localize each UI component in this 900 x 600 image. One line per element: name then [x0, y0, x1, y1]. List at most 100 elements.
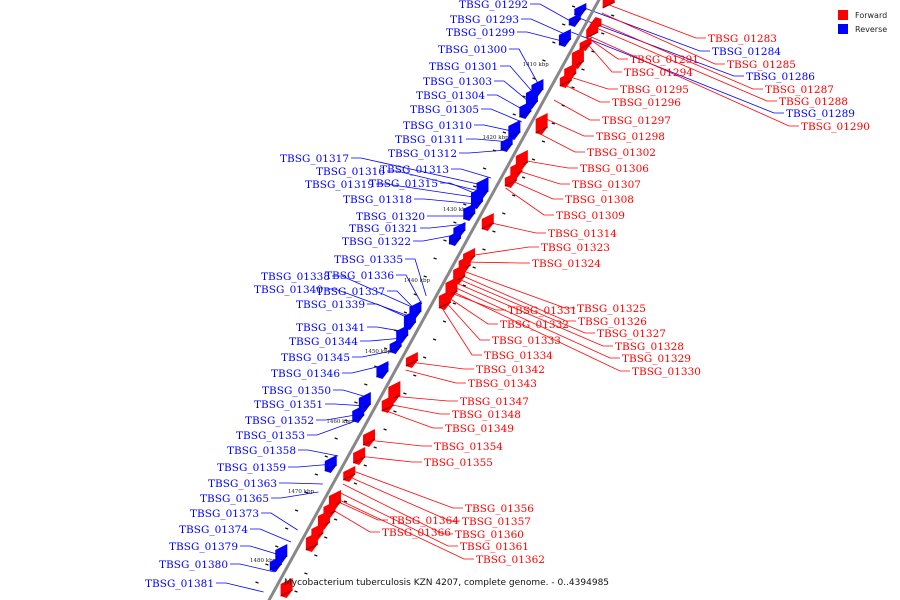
gene-label[interactable]: TBSG_01361 [460, 541, 529, 553]
gene-label[interactable]: TBSG_01300 [438, 44, 507, 56]
gene-label[interactable]: TBSG_01373 [190, 508, 259, 520]
forward-gene-feature[interactable] [481, 213, 494, 231]
forward-gene-feature[interactable] [586, 22, 599, 38]
gene-label[interactable]: TBSG_01321 [349, 223, 418, 235]
gene-label[interactable]: TBSG_01323 [541, 242, 610, 254]
gene-label[interactable]: TBSG_01289 [786, 108, 855, 120]
gene-label[interactable]: TBSG_01320 [356, 211, 425, 223]
gene-label[interactable]: TBSG_01355 [424, 457, 493, 469]
gene-label[interactable]: TBSG_01351 [254, 399, 323, 411]
gene-label[interactable]: TBSG_01284 [712, 46, 781, 58]
gene-label[interactable]: TBSG_01348 [452, 409, 521, 421]
gene-label[interactable]: TBSG_01363 [208, 478, 277, 490]
reverse-gene-feature[interactable] [470, 187, 483, 209]
gene-label[interactable]: TBSG_01312 [388, 148, 457, 160]
gene-label[interactable]: TBSG_01379 [169, 541, 238, 553]
forward-gene-feature[interactable] [571, 47, 584, 69]
gene-label[interactable]: TBSG_01366 [382, 527, 451, 539]
gene-label[interactable]: TBSG_01293 [450, 14, 519, 26]
gene-label[interactable]: TBSG_01360 [455, 529, 524, 541]
gene-label[interactable]: TBSG_01296 [612, 97, 681, 109]
gene-label[interactable]: TBSG_01380 [159, 559, 228, 571]
gene-label[interactable]: TBSG_01329 [622, 353, 691, 365]
gene-label[interactable]: TBSG_01352 [245, 415, 314, 427]
gene-label[interactable]: TBSG_01314 [548, 228, 617, 240]
reverse-gene-feature[interactable] [519, 101, 532, 119]
reverse-gene-feature[interactable] [463, 203, 476, 221]
gene-label[interactable]: TBSG_01331 [508, 305, 577, 317]
gene-label[interactable]: TBSG_01298 [596, 131, 665, 143]
forward-gene-feature[interactable] [438, 290, 451, 310]
gene-label[interactable]: TBSG_01334 [484, 350, 553, 362]
gene-label[interactable]: TBSG_01341 [296, 322, 365, 334]
gene-label[interactable]: TBSG_01288 [779, 96, 848, 108]
forward-gene-feature[interactable] [535, 113, 548, 135]
reverse-gene-feature[interactable] [508, 120, 521, 140]
gene-label[interactable]: TBSG_01287 [765, 84, 834, 96]
gene-label[interactable]: TBSG_01358 [227, 445, 296, 457]
gene-label[interactable]: TBSG_01303 [423, 76, 492, 88]
gene-label[interactable]: TBSG_01327 [597, 328, 666, 340]
gene-label[interactable]: TBSG_01292 [459, 0, 528, 11]
gene-label[interactable]: TBSG_01344 [289, 336, 358, 348]
gene-label[interactable]: TBSG_01305 [410, 104, 479, 116]
gene-label[interactable]: TBSG_01299 [446, 27, 515, 39]
gene-label[interactable]: TBSG_01364 [390, 515, 459, 527]
gene-label[interactable]: TBSG_01295 [620, 84, 689, 96]
gene-label[interactable]: TBSG_01343 [468, 378, 537, 390]
gene-label[interactable]: TBSG_01374 [179, 524, 248, 536]
reverse-gene-feature[interactable] [352, 405, 365, 423]
gene-label[interactable]: TBSG_01310 [403, 120, 472, 132]
gene-label[interactable]: TBSG_01315 [369, 178, 438, 190]
forward-gene-feature[interactable] [305, 532, 318, 552]
gene-label[interactable]: TBSG_01356 [465, 503, 534, 515]
gene-label[interactable]: TBSG_01324 [532, 258, 601, 270]
forward-gene-feature[interactable] [280, 578, 293, 598]
gene-label[interactable]: TBSG_01354 [434, 441, 503, 453]
forward-gene-feature[interactable] [381, 395, 394, 413]
gene-label[interactable]: TBSG_01317 [280, 153, 349, 165]
reverse-gene-feature[interactable] [396, 325, 409, 343]
gene-label[interactable]: TBSG_01318 [343, 194, 412, 206]
gene-label[interactable]: TBSG_01332 [500, 319, 569, 331]
gene-label[interactable]: TBSG_01308 [565, 194, 634, 206]
reverse-gene-feature[interactable] [403, 310, 416, 330]
gene-label[interactable]: TBSG_01297 [602, 115, 671, 127]
gene-label[interactable]: TBSG_01313 [380, 164, 449, 176]
gene-label[interactable]: TBSG_01316 [316, 166, 385, 178]
gene-label[interactable]: TBSG_01359 [217, 462, 286, 474]
gene-label[interactable]: TBSG_01294 [624, 67, 693, 79]
gene-label[interactable]: TBSG_01290 [801, 121, 870, 133]
gene-label[interactable]: TBSG_01333 [492, 335, 561, 347]
gene-label[interactable]: TBSG_01286 [746, 71, 815, 83]
gene-label[interactable]: TBSG_01346 [271, 368, 340, 380]
gene-label[interactable]: TBSG_01336 [325, 270, 394, 282]
forward-gene-feature[interactable] [353, 447, 366, 465]
gene-label[interactable]: TBSG_01349 [445, 423, 514, 435]
gene-label[interactable]: TBSG_01353 [236, 430, 305, 442]
gene-label[interactable]: TBSG_01307 [572, 179, 641, 191]
gene-label[interactable]: TBSG_01325 [577, 303, 646, 315]
gene-label[interactable]: TBSG_01365 [200, 493, 269, 505]
reverse-gene-feature[interactable] [558, 29, 571, 47]
gene-label[interactable]: TBSG_01330 [632, 366, 701, 378]
gene-label[interactable]: TBSG_01347 [460, 396, 529, 408]
gene-label[interactable]: TBSG_01345 [281, 352, 350, 364]
gene-labels[interactable]: TBSG_01283TBSG_01284TBSG_01285TBSG_01286… [145, 0, 870, 590]
gene-label[interactable]: TBSG_01337 [316, 286, 385, 298]
gene-label[interactable]: TBSG_01304 [416, 90, 485, 102]
gene-label[interactable]: TBSG_01350 [262, 385, 331, 397]
gene-label[interactable]: TBSG_01291 [630, 54, 699, 66]
gene-label[interactable]: TBSG_01362 [476, 554, 545, 566]
legend-item-reverse[interactable]: Reverse [838, 22, 887, 36]
gene-label[interactable]: TBSG_01340 [254, 284, 323, 296]
reverse-gene-feature[interactable] [324, 455, 337, 473]
reverse-gene-feature[interactable] [376, 361, 389, 379]
legend-item-forward[interactable]: Forward [838, 8, 887, 22]
gene-label[interactable]: TBSG_01311 [395, 134, 464, 146]
gene-label[interactable]: TBSG_01283 [708, 33, 777, 45]
gene-label[interactable]: TBSG_01301 [429, 61, 498, 73]
gene-label[interactable]: TBSG_01319 [305, 179, 374, 191]
gene-label[interactable]: TBSG_01335 [334, 254, 403, 266]
gene-label[interactable]: TBSG_01338 [261, 271, 330, 283]
